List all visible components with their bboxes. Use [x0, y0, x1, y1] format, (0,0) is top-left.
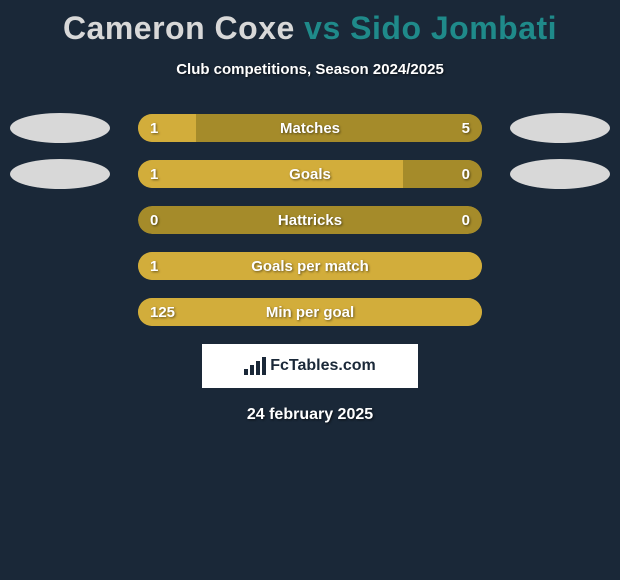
stat-label: Matches — [138, 114, 482, 142]
comparison-title: Cameron Coxe vs Sido Jombati — [0, 0, 620, 47]
subtitle: Club competitions, Season 2024/2025 — [0, 61, 620, 78]
player1-name: Cameron Coxe — [63, 10, 295, 46]
stat-label: Goals — [138, 160, 482, 188]
player2-ellipse — [510, 159, 610, 189]
bars-icon — [244, 357, 266, 375]
stat-label: Goals per match — [138, 252, 482, 280]
vs-text: vs — [304, 10, 341, 46]
footer-date: 24 february 2025 — [0, 406, 620, 424]
stat-bar: 10Goals — [138, 160, 482, 188]
stat-row: 10Goals — [0, 160, 620, 188]
stat-row: 15Matches — [0, 114, 620, 142]
stat-row: 00Hattricks — [0, 206, 620, 234]
stats-chart: 15Matches 10Goals 00Hattricks 1Goals per ma… — [0, 114, 620, 326]
player2-name: Sido Jombati — [350, 10, 557, 46]
brand-text: FcTables.com — [270, 357, 376, 375]
stat-bar: 125Min per goal — [138, 298, 482, 326]
player2-ellipse — [510, 113, 610, 143]
stat-bar: 1Goals per match — [138, 252, 482, 280]
brand-box: FcTables.com — [202, 344, 418, 388]
brand-label: FcTables.com — [244, 357, 376, 375]
stat-row: 125Min per goal — [0, 298, 620, 326]
stat-label: Min per goal — [138, 298, 482, 326]
player1-ellipse — [10, 159, 110, 189]
player1-ellipse — [10, 113, 110, 143]
stat-label: Hattricks — [138, 206, 482, 234]
stat-bar: 15Matches — [138, 114, 482, 142]
stat-row: 1Goals per match — [0, 252, 620, 280]
stat-bar: 00Hattricks — [138, 206, 482, 234]
